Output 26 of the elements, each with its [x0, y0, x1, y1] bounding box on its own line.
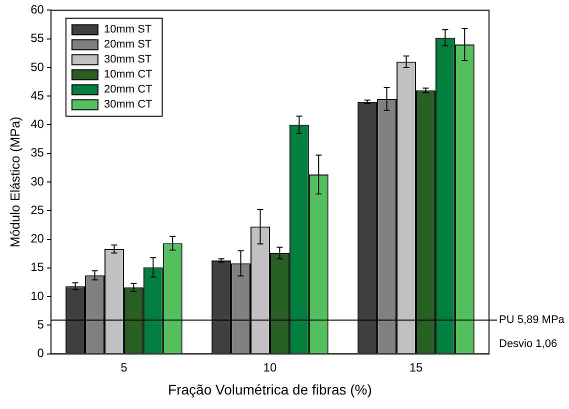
y-tick-label: 10: [30, 288, 44, 303]
legend-label: 20mm ST: [104, 38, 152, 51]
legend-label: 30mm CT: [104, 98, 153, 111]
legend-label: 10mm CT: [104, 68, 153, 81]
x-tick-label: 10: [263, 360, 277, 374]
y-tick-label: 55: [30, 31, 44, 46]
y-tick-label: 0: [37, 346, 44, 360]
x-tick-label: 15: [409, 360, 423, 374]
ref-line-label: PU 5,89 MPa: [499, 314, 566, 326]
y-axis-title: Módulo Elástico (MPa): [7, 116, 22, 248]
y-tick-label: 5: [37, 317, 44, 332]
y-tick-label: 40: [30, 117, 44, 132]
y-tick-label: 50: [30, 60, 44, 74]
legend-label: 20mm CT: [104, 84, 153, 96]
y-tick-label: 60: [30, 2, 44, 17]
y-tick-label: 45: [30, 88, 44, 102]
y-tick-label: 15: [30, 260, 44, 274]
y-tick-label: 30: [30, 174, 44, 188]
x-tick-label: 5: [120, 360, 128, 374]
legend-label: 10mm ST: [104, 24, 152, 36]
legend-label: 30mm ST: [104, 54, 152, 66]
y-tick-label: 20: [30, 232, 44, 246]
x-axis-title: Fração Volumétrica de fibras (%): [168, 381, 372, 398]
text: Desvio 1,06: [499, 338, 558, 350]
y-tick-label: 25: [30, 202, 44, 217]
y-tick-label: 35: [30, 146, 44, 160]
